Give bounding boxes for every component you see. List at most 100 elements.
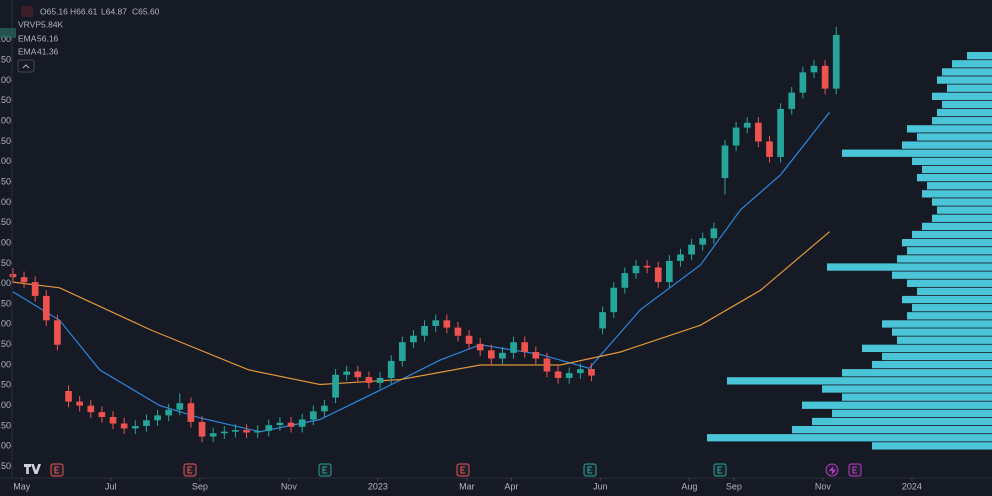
x-tick-label: Sep xyxy=(726,481,742,491)
ema-value: 41.36 xyxy=(37,46,59,56)
x-tick-label: 2023 xyxy=(368,481,388,491)
candle-body xyxy=(688,244,695,255)
symbol-icon xyxy=(21,6,33,17)
profile-bar xyxy=(937,206,992,214)
profile-bar xyxy=(942,100,992,109)
candle-body xyxy=(154,415,161,421)
ema-name: EMA xyxy=(18,46,37,56)
y-tick-label: 30.00 xyxy=(0,319,11,329)
candle-body xyxy=(766,141,773,157)
profile-bar xyxy=(912,304,992,312)
y-tick-label: 62.50 xyxy=(0,55,11,65)
candle-body xyxy=(743,122,751,128)
profile-bar xyxy=(907,279,992,287)
y-tick-label: 37.50 xyxy=(0,258,11,268)
profile-bar xyxy=(842,369,992,377)
y-tick-label: 40.00 xyxy=(0,237,11,247)
candle-body xyxy=(521,342,529,352)
candle-body xyxy=(120,423,128,429)
candle-body xyxy=(777,108,784,157)
candle-body xyxy=(643,265,651,268)
candle-body xyxy=(576,369,584,374)
candle-body xyxy=(532,351,540,359)
candle-body xyxy=(209,433,217,437)
profile-bar xyxy=(932,198,992,206)
candle-body xyxy=(443,320,451,328)
ema-line xyxy=(12,231,830,386)
x-tick-label: 2024 xyxy=(902,481,922,491)
y-tick-label: 52.50 xyxy=(0,136,11,146)
profile-bar xyxy=(907,312,992,320)
profile-bar xyxy=(707,434,992,442)
profile-bar xyxy=(917,173,992,182)
profile-bar xyxy=(912,157,992,166)
profile-bar xyxy=(882,352,992,361)
x-tick-label: Aug xyxy=(681,481,697,491)
profile-bar xyxy=(907,125,992,133)
event-icon xyxy=(460,466,465,474)
candle-body xyxy=(187,403,195,422)
x-tick-label: Nov xyxy=(281,481,298,491)
candle-body xyxy=(621,273,629,288)
collapse-button[interactable] xyxy=(17,59,35,73)
candle-body xyxy=(476,343,484,351)
profile-bar xyxy=(902,295,992,304)
candle-body xyxy=(143,420,150,426)
event-icon xyxy=(828,466,836,475)
candle-body xyxy=(109,417,117,424)
y-tick-label: 12.50 xyxy=(0,461,11,471)
profile-bar xyxy=(802,401,992,409)
candle-body xyxy=(354,371,362,378)
candle-body xyxy=(543,358,551,372)
volume-profile xyxy=(707,52,992,450)
profile-bar xyxy=(942,68,992,76)
candle-body xyxy=(432,320,440,326)
profile-bar xyxy=(922,190,992,198)
candle-body xyxy=(510,342,517,353)
profile-bar xyxy=(917,287,992,296)
y-tick-label: 60.00 xyxy=(0,75,11,85)
profile-bar xyxy=(927,182,992,190)
axes: 65.00 62.50 60.00 57.50 55.00 52.50 50.00 47.50… xyxy=(0,34,922,491)
candle-body xyxy=(721,145,729,179)
candle-body xyxy=(410,335,417,343)
candle-body xyxy=(832,34,840,89)
candle-body xyxy=(243,430,250,433)
y-tick-label: 42.50 xyxy=(0,217,11,227)
y-tick-label: 27.50 xyxy=(0,339,11,349)
ohlc-open: O65.16 xyxy=(40,6,68,16)
legend: O65.16 H66.61 L64.87 C65.60 VRVP 5.84K E… xyxy=(0,6,160,73)
candle-body xyxy=(265,425,273,431)
candle-body xyxy=(176,403,184,410)
profile-bar xyxy=(872,442,992,450)
candle-body xyxy=(220,431,228,434)
event-icon xyxy=(54,466,59,474)
profile-bar xyxy=(932,117,992,125)
candle-body xyxy=(465,335,473,344)
candle-body xyxy=(565,373,573,379)
profile-bar xyxy=(892,271,992,279)
y-tick-label: 20.00 xyxy=(0,400,11,410)
candle-body xyxy=(42,295,50,321)
candle-body xyxy=(31,282,39,296)
profile-bar xyxy=(822,385,992,393)
candle-body xyxy=(332,374,339,398)
candle-body xyxy=(487,350,495,359)
y-tick-label: 32.50 xyxy=(0,298,11,308)
y-tick-label: 57.50 xyxy=(0,95,11,105)
vrvp-name: VRVP xyxy=(18,19,41,29)
profile-bar xyxy=(922,222,992,231)
candle-body xyxy=(98,412,106,418)
profile-bar xyxy=(892,328,992,336)
candle-body xyxy=(276,422,284,426)
x-tick-label: Apr xyxy=(504,481,518,491)
candle-body xyxy=(599,312,606,329)
candle-body xyxy=(421,325,428,336)
candle-body xyxy=(699,238,707,245)
profile-bar xyxy=(792,425,992,434)
profile-bar xyxy=(932,214,992,222)
candle-body xyxy=(198,421,206,437)
event-icon xyxy=(717,466,722,474)
candle-body xyxy=(309,411,317,420)
